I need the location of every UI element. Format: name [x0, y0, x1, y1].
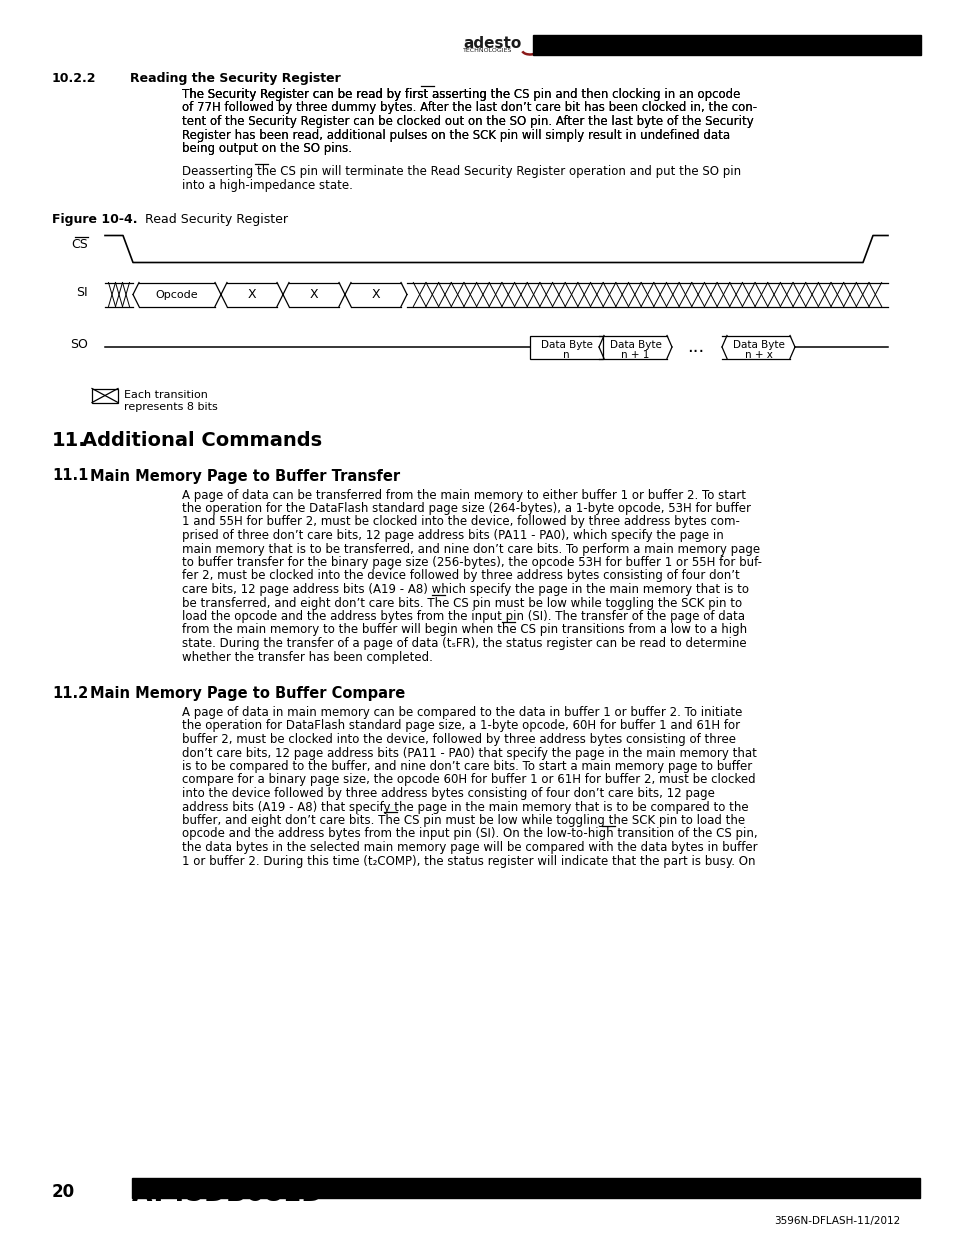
- Text: SO: SO: [71, 338, 88, 352]
- Text: is to be compared to the buffer, and nine don’t care bits. To start a main memor: is to be compared to the buffer, and nin…: [182, 760, 752, 773]
- Text: care bits, 12 page address bits (A19 - A8) which specify the page in the main me: care bits, 12 page address bits (A19 - A…: [182, 583, 748, 597]
- Text: whether the transfer has been completed.: whether the transfer has been completed.: [182, 651, 433, 663]
- Text: ...: ...: [687, 338, 704, 356]
- Text: the operation for the DataFlash standard page size (264-bytes), a 1-byte opcode,: the operation for the DataFlash standard…: [182, 501, 750, 515]
- Text: opcode and the address bytes from the input pin (SI). On the low-to-high transit: opcode and the address bytes from the in…: [182, 827, 757, 841]
- Text: Data Byte: Data Byte: [732, 341, 783, 351]
- Text: 11.2: 11.2: [52, 685, 89, 701]
- Text: buffer, and eight don’t care bits. The CS pin must be low while toggling the SCK: buffer, and eight don’t care bits. The C…: [182, 814, 744, 827]
- Text: 11.1: 11.1: [52, 468, 89, 483]
- Bar: [533, 35, 920, 56]
- Text: X: X: [310, 288, 318, 301]
- Text: SI: SI: [76, 285, 88, 299]
- Text: prised of three don’t care bits, 12 page address bits (PA11 - PA0), which specif: prised of three don’t care bits, 12 page…: [182, 529, 723, 542]
- Text: 20: 20: [52, 1183, 75, 1200]
- Text: of 77H followed by three dummy bytes. After the last don’t care bit has been clo: of 77H followed by three dummy bytes. Af…: [182, 101, 757, 115]
- Text: Read Security Register: Read Security Register: [145, 212, 288, 226]
- Text: Main Memory Page to Buffer Compare: Main Memory Page to Buffer Compare: [90, 685, 405, 701]
- Text: 1 or buffer 2. During this time (t₂COMP), the status register will indicate that: 1 or buffer 2. During this time (t₂COMP)…: [182, 855, 755, 867]
- Text: Register has been read, additional pulses on the SCK pin will simply result in u: Register has been read, additional pulse…: [182, 128, 729, 142]
- Bar: [91, 389, 118, 403]
- Text: load the opcode and the address bytes from the input pin (SI). The transfer of t: load the opcode and the address bytes fr…: [182, 610, 744, 622]
- Text: into the device followed by three address bytes consisting of four don’t care bi: into the device followed by three addres…: [182, 787, 714, 800]
- Text: being output on the SO pins.: being output on the SO pins.: [182, 142, 352, 156]
- Text: Figure 10-4.: Figure 10-4.: [52, 212, 137, 226]
- Text: n + 1: n + 1: [620, 351, 649, 361]
- Text: fer 2, must be clocked into the device followed by three address bytes consistin: fer 2, must be clocked into the device f…: [182, 569, 739, 583]
- Text: adesto: adesto: [462, 36, 520, 51]
- Text: n + x: n + x: [743, 351, 772, 361]
- Text: address bits (A19 - A8) that specify the page in the main memory that is to be c: address bits (A19 - A8) that specify the…: [182, 800, 748, 814]
- Text: Register has been read, additional pulses on the SCK pin will simply result in u: Register has been read, additional pulse…: [182, 128, 729, 142]
- Text: 3596N-DFLASH-11/2012: 3596N-DFLASH-11/2012: [773, 1216, 899, 1226]
- Text: X: X: [372, 288, 380, 301]
- Text: to buffer transfer for the binary page size (256-bytes), the opcode 53H for buff: to buffer transfer for the binary page s…: [182, 556, 761, 569]
- Text: of 77H followed by three dummy bytes. After the last don’t care bit has been clo: of 77H followed by three dummy bytes. Af…: [182, 101, 757, 115]
- Text: from the main memory to the buffer will begin when the CS pin transitions from a: from the main memory to the buffer will …: [182, 624, 746, 636]
- Text: 11.: 11.: [52, 431, 87, 450]
- Text: The Security Register can be read by first asserting the: The Security Register can be read by fir…: [182, 88, 514, 101]
- Bar: [132, 1178, 919, 1198]
- Text: tent of the Security Register can be clocked out on the SO pin. After the last b: tent of the Security Register can be clo…: [182, 115, 753, 128]
- Text: Data Byte: Data Byte: [540, 341, 592, 351]
- Text: TECHNOLOGIES: TECHNOLOGIES: [462, 48, 512, 53]
- Text: Reading the Security Register: Reading the Security Register: [130, 72, 340, 85]
- Text: state. During the transfer of a page of data (tₛFR), the status register can be : state. During the transfer of a page of …: [182, 637, 746, 650]
- Bar: [530, 336, 602, 358]
- Text: AT45DB081D: AT45DB081D: [132, 1181, 324, 1207]
- Text: compare for a binary page size, the opcode 60H for buffer 1 or 61H for buffer 2,: compare for a binary page size, the opco…: [182, 773, 755, 787]
- Text: Main Memory Page to Buffer Transfer: Main Memory Page to Buffer Transfer: [90, 468, 399, 483]
- Text: main memory that is to be transferred, and nine don’t care bits. To perform a ma: main memory that is to be transferred, a…: [182, 542, 760, 556]
- Text: be transferred, and eight don’t care bits. The CS pin must be low while toggling: be transferred, and eight don’t care bit…: [182, 597, 741, 610]
- Text: the operation for DataFlash standard page size, a 1-byte opcode, 60H for buffer : the operation for DataFlash standard pag…: [182, 720, 740, 732]
- Text: X: X: [248, 288, 256, 301]
- Text: Each transition: Each transition: [124, 390, 208, 400]
- Text: represents 8 bits: represents 8 bits: [124, 401, 217, 411]
- Text: Additional Commands: Additional Commands: [82, 431, 322, 450]
- Text: A page of data in main memory can be compared to the data in buffer 1 or buffer : A page of data in main memory can be com…: [182, 706, 741, 719]
- Text: tent of the Security Register can be clocked out on the SO pin. After the last b: tent of the Security Register can be clo…: [182, 115, 753, 128]
- Text: n: n: [562, 351, 569, 361]
- Text: The Security Register can be read by first asserting the CS pin and then clockin: The Security Register can be read by fir…: [182, 88, 740, 101]
- Text: Deasserting the CS pin will terminate the Read Security Register operation and p: Deasserting the CS pin will terminate th…: [182, 165, 740, 179]
- Text: 1 and 55H for buffer 2, must be clocked into the device, followed by three addre: 1 and 55H for buffer 2, must be clocked …: [182, 515, 740, 529]
- Text: buffer 2, must be clocked into the device, followed by three address bytes consi: buffer 2, must be clocked into the devic…: [182, 734, 735, 746]
- Text: 10.2.2: 10.2.2: [52, 72, 96, 85]
- Text: don’t care bits, 12 page address bits (PA11 - PA0) that specify the page in the : don’t care bits, 12 page address bits (P…: [182, 746, 756, 760]
- Text: Data Byte: Data Byte: [609, 341, 660, 351]
- Text: into a high-impedance state.: into a high-impedance state.: [182, 179, 353, 191]
- Text: the data bytes in the selected main memory page will be compared with the data b: the data bytes in the selected main memo…: [182, 841, 757, 853]
- Text: being output on the SO pins.: being output on the SO pins.: [182, 142, 352, 156]
- Text: Opcode: Opcode: [155, 289, 198, 300]
- Text: CS: CS: [71, 238, 88, 252]
- Text: A page of data can be transferred from the main memory to either buffer 1 or buf: A page of data can be transferred from t…: [182, 489, 745, 501]
- Text: The Security Register can be read by first asserting the CS pin and then clockin: The Security Register can be read by fir…: [182, 88, 740, 101]
